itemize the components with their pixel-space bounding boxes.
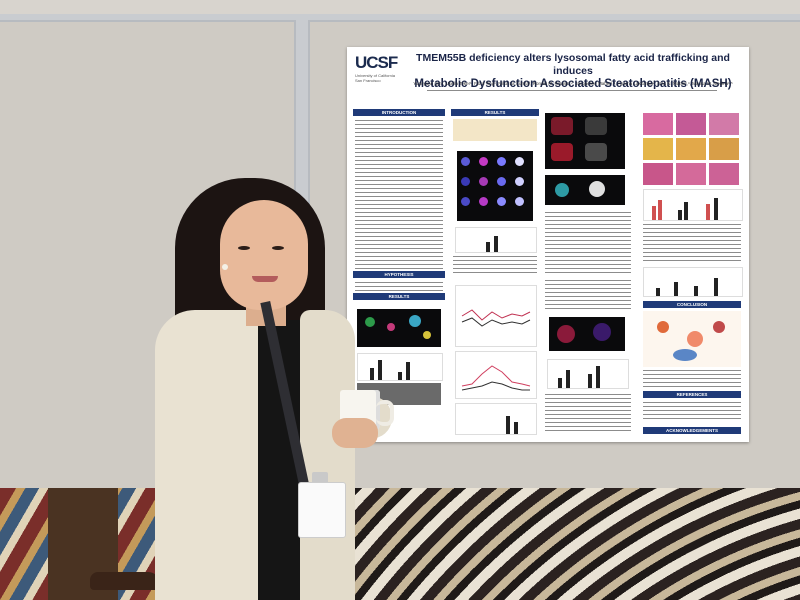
person-right-eye xyxy=(272,246,284,250)
section-header-hypothesis: HYPOTHESIS xyxy=(353,271,445,278)
pearl-earring xyxy=(222,264,228,270)
figure-legend-col4 xyxy=(643,223,741,263)
text-block-col3 xyxy=(545,279,631,309)
mug-handle xyxy=(376,400,394,426)
carpet-right xyxy=(330,488,800,600)
bar-chart-col2-bottom xyxy=(455,403,537,435)
microscopy-panel-col3-top xyxy=(545,113,625,169)
person-cardigan-left xyxy=(155,310,275,600)
microscopy-panel-col3-bottom xyxy=(549,317,625,351)
microscopy-grid xyxy=(457,151,533,221)
line-chart-col2-1-svg xyxy=(461,309,531,327)
scientific-poster: UCSF University of California San Franci… xyxy=(347,47,749,442)
text-block-col3-bottom xyxy=(545,393,631,433)
person-left-eye xyxy=(238,246,250,250)
poster-logo: UCSF xyxy=(355,53,398,72)
name-badge xyxy=(298,482,346,538)
person-face xyxy=(220,200,308,310)
poster-title-line2: Metabolic Dysfunction Associated Steatoh… xyxy=(414,78,732,90)
poster-title-line1: TMEM55B deficiency alters lysosomal fatt… xyxy=(416,52,730,77)
bar-chart-col1 xyxy=(357,353,443,381)
introduction-text xyxy=(355,119,443,269)
hypothesis-text xyxy=(355,281,443,291)
bar-chart-col4 xyxy=(643,189,743,221)
line-chart-col2-1 xyxy=(455,285,537,347)
figure-legend-col2 xyxy=(453,255,537,275)
figure-legend-col3 xyxy=(545,211,631,275)
person-smile xyxy=(252,276,278,282)
schematic-diagram xyxy=(453,119,537,141)
badge-clip xyxy=(312,472,328,484)
section-header-results: RESULTS xyxy=(451,109,539,116)
microscopy-panel-col3-mid xyxy=(545,175,625,205)
line-chart-col2-2-svg xyxy=(461,365,531,391)
poster-affiliations xyxy=(427,89,717,93)
section-header-results-col1: RESULTS xyxy=(353,293,445,300)
section-header-introduction: INTRODUCTION xyxy=(353,109,445,116)
poster-authors: Yuanyuan Qin¹, Ukella Teker¹, Flora Ting… xyxy=(413,81,733,86)
bar-chart-col3 xyxy=(547,359,629,389)
section-header-conclusion: CONCLUSION xyxy=(643,301,741,308)
ceiling xyxy=(0,0,800,18)
section-header-acknowledgements: ACKNOWLEDGEMENTS xyxy=(643,427,741,434)
poster-title: TMEM55B deficiency alters lysosomal fatt… xyxy=(401,52,745,91)
conclusion-text xyxy=(643,369,741,387)
histology-grid xyxy=(643,113,741,185)
line-chart-col2-2 xyxy=(455,351,537,399)
references-text xyxy=(643,401,741,419)
background-person-shoe xyxy=(90,572,160,590)
bar-chart-col4-2 xyxy=(643,267,743,297)
conclusion-diagram xyxy=(643,311,741,367)
bar-chart-col2-top xyxy=(455,227,537,253)
microscopy-panel-1 xyxy=(357,309,441,347)
section-header-references: REFERENCES xyxy=(643,391,741,398)
poster-logo-subtitle: University of California San Francisco xyxy=(355,73,396,83)
person-cardigan-right xyxy=(300,310,355,600)
person-hand xyxy=(332,418,378,448)
